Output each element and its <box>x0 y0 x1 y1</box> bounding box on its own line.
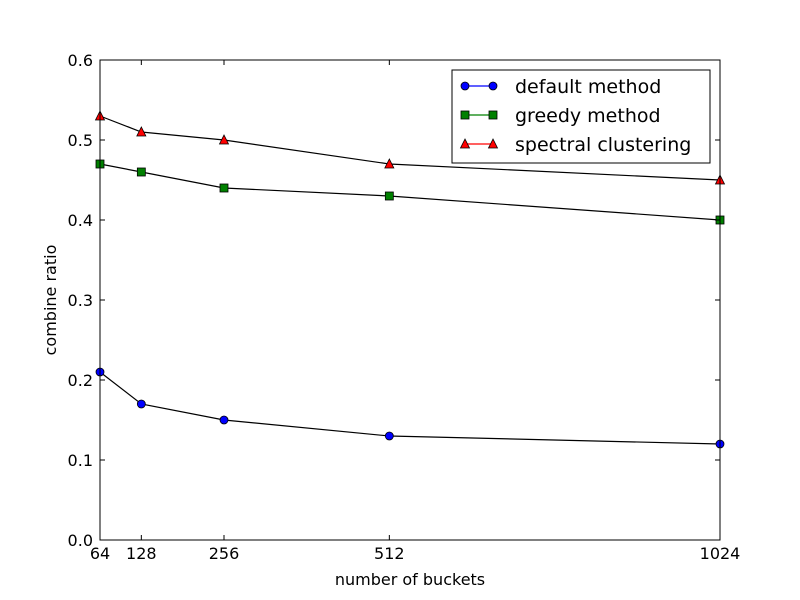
data-point-s0-3 <box>384 431 394 441</box>
legend-marker-start-2 <box>459 138 471 149</box>
data-point-s2-2 <box>218 134 230 145</box>
legend-marker-start-0 <box>460 81 470 91</box>
y-axis-label: combine ratio <box>41 245 60 356</box>
series-line-0 <box>99 371 721 445</box>
legend-marker-end-0 <box>488 81 498 91</box>
data-point-s1-3 <box>384 191 394 201</box>
legend-marker-end-2 <box>487 138 499 149</box>
y-tick-label-1: 0.1 <box>68 451 93 470</box>
legend-label-0: default method <box>515 76 661 98</box>
legend-marker-start-1 <box>460 110 470 120</box>
data-point-s1-2 <box>219 183 229 193</box>
y-tick-label-5: 0.5 <box>68 131 93 150</box>
x-axis-label: number of buckets <box>335 570 485 589</box>
legend-label-1: greedy method <box>515 105 661 127</box>
legend: default method greedy method spectral clus… <box>451 69 711 164</box>
x-tick-label-3: 512 <box>374 544 405 563</box>
data-point-s2-1 <box>136 126 147 137</box>
y-tick-label-2: 0.2 <box>68 371 93 390</box>
legend-label-2: spectral clustering <box>515 134 691 156</box>
series-line-1 <box>99 163 721 221</box>
data-point-s2-3 <box>384 158 395 169</box>
x-tick-label-1: 128 <box>126 544 157 563</box>
data-point-s0-2 <box>219 415 229 425</box>
x-tick-label-4: 1024 <box>700 544 741 563</box>
y-tick-label-6: 0.6 <box>68 51 93 70</box>
legend-marker-end-1 <box>488 110 498 120</box>
y-tick-label-4: 0.4 <box>68 211 93 230</box>
x-tick-label-2: 256 <box>209 544 240 563</box>
axes-ticks: 64 128 256 512 1024 0.0 0.1 0.2 0.3 0.4 0.5 0.6 <box>68 51 741 563</box>
y-tick-label-3: 0.3 <box>68 291 93 310</box>
y-tick-label-0: 0.0 <box>68 531 93 550</box>
data-point-s1-1 <box>136 167 146 177</box>
plot-area <box>94 110 726 449</box>
x-tick-label-0: 64 <box>90 544 110 563</box>
data-point-s0-1 <box>136 399 146 409</box>
